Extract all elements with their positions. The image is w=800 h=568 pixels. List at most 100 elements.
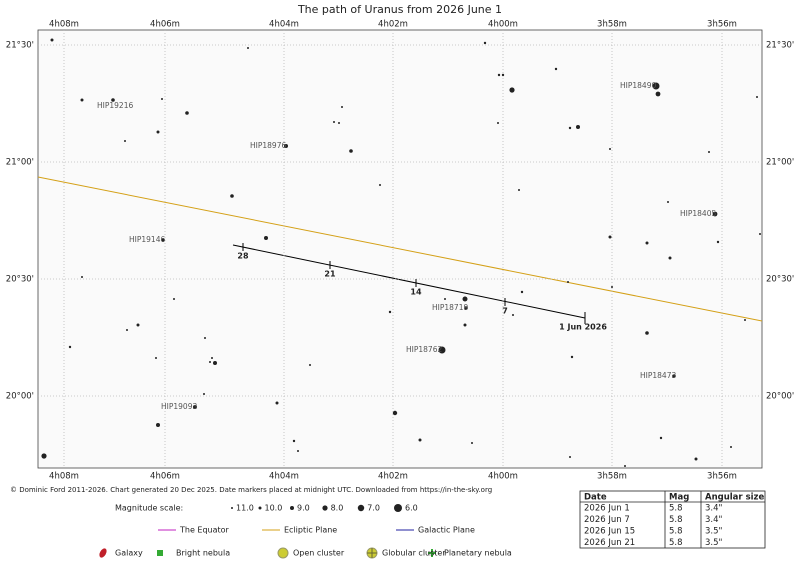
ra-label-top: 4h06m: [150, 20, 180, 30]
symbol-legend: Planetary nebula: [444, 549, 512, 558]
date-marker: 7: [502, 307, 508, 316]
star: [161, 98, 163, 100]
star: [388, 310, 392, 314]
mag-label: Magnitude scale:: [115, 504, 183, 513]
star: [297, 450, 299, 452]
star: [716, 240, 720, 244]
star: [156, 130, 160, 134]
star: [211, 357, 213, 359]
star: [756, 96, 758, 98]
star: [501, 73, 505, 77]
ra-label-bottom: 4h06m: [150, 472, 180, 482]
star: [309, 364, 311, 366]
table: [579, 490, 766, 549]
star: [520, 290, 524, 294]
star: [209, 361, 211, 363]
line-legend: Ecliptic Plane: [284, 526, 337, 535]
open-cluster-icon: [277, 547, 289, 559]
star: [338, 122, 340, 124]
uranus-path: [232, 244, 586, 319]
title: The path of Uranus from 2026 June 1: [297, 3, 502, 16]
line-legend: Galactic Plane: [418, 526, 475, 535]
star-label: HIP18405: [680, 209, 716, 218]
dec-label-left: 20°30': [6, 275, 34, 285]
table-cell: 5.8: [669, 515, 683, 525]
star: [569, 456, 571, 458]
star-label: HIP19093: [161, 402, 197, 411]
star: [471, 442, 473, 444]
star: [462, 296, 468, 302]
mag-value: 6.0: [405, 504, 418, 513]
star: [275, 401, 279, 405]
star-label: HIP18719: [432, 303, 468, 312]
star: [645, 241, 649, 245]
star: [518, 189, 520, 191]
star: [41, 453, 47, 459]
star: [567, 281, 569, 283]
star: [652, 82, 660, 90]
star: [185, 111, 189, 115]
star: [284, 144, 288, 148]
table-cell: 2026 Jun 7: [584, 515, 630, 525]
star: [645, 331, 649, 335]
star-label: HIP19146: [129, 235, 165, 244]
star: [333, 121, 335, 123]
mag-dot: [394, 504, 402, 512]
star: [81, 276, 83, 278]
star: [576, 125, 580, 129]
star: [570, 355, 574, 359]
star: [497, 73, 501, 77]
date-marker: 21: [324, 270, 336, 279]
star: [659, 436, 663, 440]
star-label: HIP18473: [640, 371, 676, 380]
table-cell: 2026 Jun 21: [584, 538, 635, 548]
mag-value: 9.0: [297, 504, 310, 513]
star: [155, 357, 157, 359]
nebula-icon: [157, 550, 163, 556]
star-label: HIP18490: [620, 81, 656, 90]
star: [712, 211, 718, 217]
star: [464, 306, 468, 310]
star: [392, 410, 398, 416]
galaxy-icon: [99, 548, 107, 558]
mag-dot: [231, 507, 233, 509]
ra-label-top: 4h08m: [49, 20, 79, 30]
star: [418, 438, 422, 442]
star: [667, 201, 669, 203]
table-cell: 5.8: [669, 504, 683, 514]
star: [694, 457, 698, 461]
star: [203, 393, 205, 395]
symbol-legend: Galaxy: [115, 549, 143, 558]
ra-label-top: 3h56m: [707, 20, 737, 30]
dec-label-right: 21°30': [766, 41, 794, 51]
star: [609, 148, 611, 150]
star: [483, 41, 487, 45]
dec-label-left: 20°00': [6, 392, 34, 402]
star: [50, 38, 54, 42]
star: [611, 286, 613, 288]
credit: © Dominic Ford 2011-2026. Chart generate…: [10, 486, 492, 494]
star: [444, 298, 446, 300]
start-label: 1 Jun 2026: [559, 323, 607, 332]
star: [554, 67, 558, 71]
table-cell: 5.8: [669, 527, 683, 537]
star: [655, 91, 661, 97]
star-label: HIP18976: [250, 141, 286, 150]
ra-label-bottom: 4h00m: [488, 472, 518, 482]
star: [213, 361, 217, 365]
ra-label-bottom: 3h58m: [597, 472, 627, 482]
ra-label-top: 4h00m: [488, 20, 518, 30]
ra-label-bottom: 4h08m: [49, 472, 79, 482]
star: [68, 345, 72, 349]
star: [497, 122, 499, 124]
mag-value: 11.0: [236, 504, 254, 513]
star: [608, 235, 612, 239]
star: [349, 149, 353, 153]
star: [247, 47, 249, 49]
globular-icon: [366, 547, 378, 559]
line-legend: The Equator: [179, 526, 230, 535]
star: [624, 465, 626, 467]
star: [161, 238, 165, 242]
date-marker: 28: [237, 252, 249, 261]
star: [111, 98, 115, 102]
